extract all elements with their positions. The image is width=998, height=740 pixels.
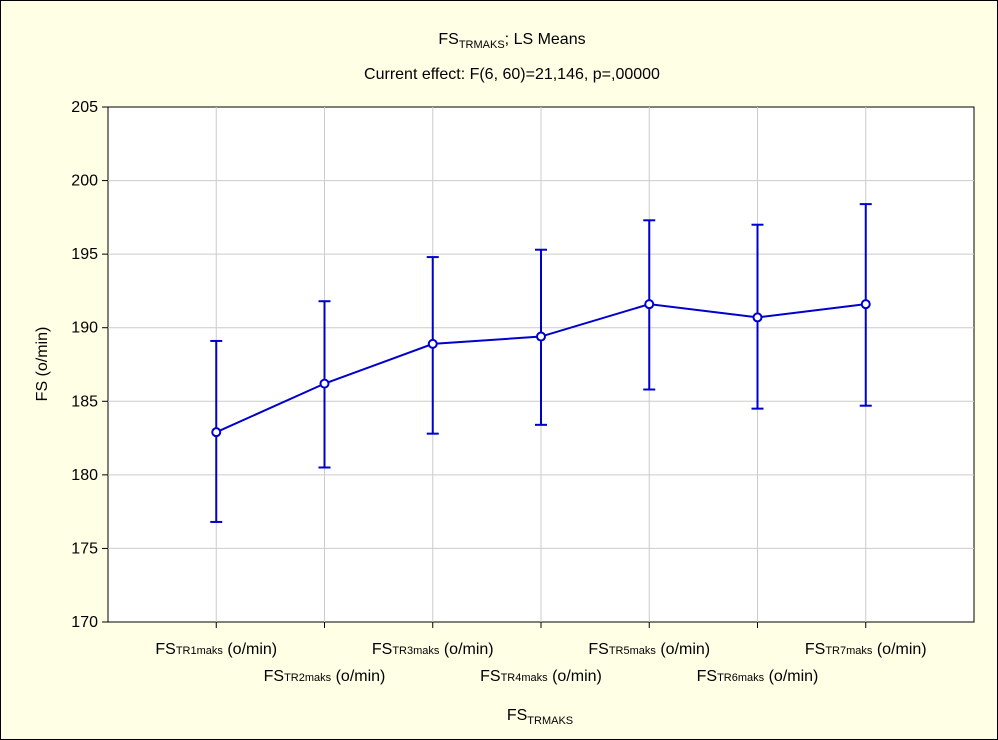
- x-tick-label-main: FS: [480, 668, 500, 685]
- x-tick-label: FSTR4maks (o/min): [480, 668, 602, 685]
- x-tick-label-main: FS: [588, 641, 608, 658]
- mean-point: [644, 299, 655, 310]
- x-axis-label: FSTRMAKS: [507, 707, 573, 727]
- x-tick-label: FSTR2maks (o/min): [264, 668, 386, 685]
- x-tick-label-main: FS: [697, 668, 717, 685]
- x-tick-label-suffix: (o/min): [331, 668, 385, 685]
- title-suffix: ; LS Means: [505, 31, 586, 48]
- x-tick-label-subscript: TR4maks: [501, 672, 549, 684]
- x-tick-label-suffix: (o/min): [764, 668, 818, 685]
- y-tick-label: 205: [71, 99, 98, 116]
- x-tick-label-suffix: (o/min): [872, 641, 926, 658]
- x-tick-label: FSTR1maks (o/min): [155, 641, 277, 658]
- x-tick-label: FSTR6maks (o/min): [697, 668, 819, 685]
- y-tick-label: 175: [71, 540, 98, 557]
- x-axis-ticks: FSTR1maks (o/min)FSTR2maks (o/min)FSTR3m…: [155, 622, 927, 685]
- x-tick-label-main: FS: [372, 641, 392, 658]
- x-tick-label-subscript: TR2maks: [284, 672, 332, 684]
- x-tick-label-subscript: TR5maks: [609, 645, 657, 657]
- x-axis-label-main: FS: [507, 707, 527, 724]
- y-tick-label: 170: [71, 614, 98, 631]
- x-tick-label-suffix: (o/min): [439, 641, 493, 658]
- series-layer: [210, 203, 872, 523]
- x-tick-label-main: FS: [805, 641, 825, 658]
- x-tick-label-subscript: TR1maks: [176, 645, 224, 657]
- y-axis-ticks: 170 175 180 185 190 195 200 205: [71, 99, 108, 631]
- mean-point: [319, 378, 330, 389]
- x-tick-label-suffix: (o/min): [656, 641, 710, 658]
- mean-point: [752, 312, 763, 323]
- mean-point: [536, 331, 546, 342]
- mean-point: [860, 299, 871, 310]
- title-main: FS: [438, 31, 458, 48]
- x-tick-label-subscript: TR3maks: [392, 645, 440, 657]
- y-tick-label: 200: [71, 173, 98, 190]
- x-tick-label-main: FS: [155, 641, 175, 658]
- chart-subtitle: Current effect: F(6, 60)=21,146, p=,0000…: [364, 66, 660, 83]
- x-tick-label: FSTR7maks (o/min): [805, 641, 927, 658]
- y-tick-label: 190: [71, 320, 98, 337]
- y-axis-label: FS (o/min): [34, 327, 51, 402]
- x-tick-label-suffix: (o/min): [223, 641, 277, 658]
- y-tick-label: 195: [71, 246, 98, 263]
- x-tick-label-subscript: TR6maks: [717, 672, 765, 684]
- x-tick-label: FSTR5maks (o/min): [588, 641, 710, 658]
- chart-title: FSTRMAKS; LS Means: [438, 31, 585, 51]
- y-tick-label: 185: [71, 393, 98, 410]
- y-tick-label: 180: [71, 467, 98, 484]
- x-tick-label-main: FS: [264, 668, 284, 685]
- mean-point: [211, 427, 222, 438]
- x-axis-label-subscript: TRMAKS: [527, 715, 573, 727]
- mean-point: [427, 338, 438, 349]
- x-tick-label-suffix: (o/min): [548, 668, 602, 685]
- x-tick-label: FSTR3maks (o/min): [372, 641, 494, 658]
- x-tick-label-subscript: TR7maks: [825, 645, 873, 657]
- title-subscript: TRMAKS: [459, 39, 505, 51]
